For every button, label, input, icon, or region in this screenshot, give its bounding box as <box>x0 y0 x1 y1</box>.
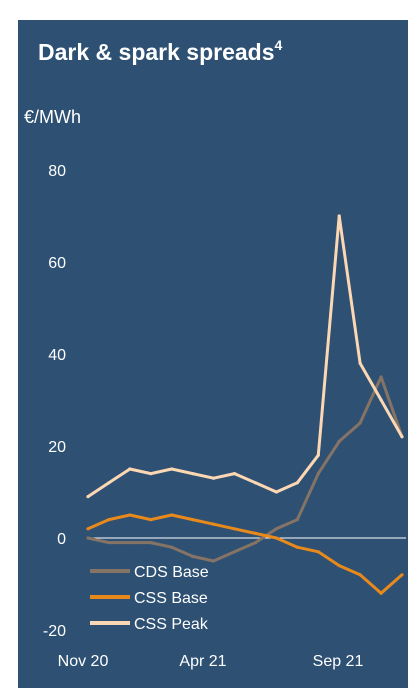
data-point <box>337 439 341 443</box>
data-point <box>358 573 362 577</box>
y-tick-label: 20 <box>48 439 66 456</box>
data-point <box>337 564 341 568</box>
legend-label: CDS Base <box>134 564 209 581</box>
data-point <box>358 421 362 425</box>
y-tick-label: 60 <box>48 255 66 272</box>
data-point <box>337 214 341 218</box>
data-point <box>107 541 111 545</box>
data-point <box>232 472 237 476</box>
series-group <box>86 214 404 595</box>
data-point <box>212 522 216 526</box>
data-point <box>86 527 90 531</box>
data-point <box>107 481 111 485</box>
x-axis: Nov 20 Apr 21 Sep 21 <box>58 653 364 670</box>
data-point <box>107 518 111 522</box>
data-point <box>128 467 132 471</box>
data-point <box>212 476 216 480</box>
data-point <box>253 481 258 485</box>
chart-panel: Dark & spark spreads4 €/MWh 80 60 40 20 0 -20… <box>18 20 408 688</box>
data-point <box>170 545 174 549</box>
data-point <box>316 453 320 457</box>
data-point <box>149 541 153 545</box>
data-point <box>295 481 299 485</box>
data-point <box>128 541 132 545</box>
y-tick-label: 80 <box>48 163 66 180</box>
series-line <box>87 375 404 563</box>
legend-label: CSS Base <box>134 590 208 607</box>
data-point <box>274 536 278 540</box>
data-point <box>379 591 383 595</box>
data-point <box>232 527 237 531</box>
data-point <box>149 518 153 522</box>
data-point <box>191 518 195 522</box>
y-tick-label: -20 <box>43 623 66 640</box>
data-point <box>86 495 90 499</box>
data-point <box>358 361 362 365</box>
data-point <box>295 518 299 522</box>
x-tick-label: Apr 21 <box>179 653 226 670</box>
data-point <box>253 541 258 545</box>
series-line <box>87 513 403 595</box>
data-point <box>212 559 216 563</box>
x-tick-label: Nov 20 <box>58 653 109 670</box>
data-point <box>295 545 299 549</box>
data-point <box>191 472 195 476</box>
data-point <box>400 573 404 577</box>
data-point <box>400 435 404 439</box>
data-point <box>86 536 90 540</box>
data-point <box>170 467 174 471</box>
data-point <box>149 472 153 476</box>
y-axis-unit: €/MWh <box>24 107 82 127</box>
x-tick-label: Sep 21 <box>313 653 364 670</box>
data-point <box>379 398 383 402</box>
data-point <box>379 375 383 379</box>
data-point <box>274 527 278 531</box>
data-point <box>128 513 132 517</box>
chart-title: Dark & spark spreads4 <box>38 37 283 65</box>
y-tick-label: 0 <box>57 531 66 548</box>
data-point <box>191 554 195 559</box>
data-point <box>316 550 320 554</box>
legend: CDS Base CSS Base CSS Peak <box>90 564 209 633</box>
data-point <box>274 490 278 494</box>
data-point <box>253 531 258 535</box>
data-point <box>232 550 237 554</box>
legend-label: CSS Peak <box>134 616 209 633</box>
y-tick-label: 40 <box>48 347 66 364</box>
y-axis: 80 60 40 20 0 -20 <box>43 163 66 640</box>
spread-chart: 80 60 40 20 0 -20 Nov 20 Apr 21 Sep 21 CDS Base… <box>43 163 406 670</box>
data-point <box>170 513 174 517</box>
series-line <box>87 214 404 498</box>
data-point <box>316 472 320 476</box>
